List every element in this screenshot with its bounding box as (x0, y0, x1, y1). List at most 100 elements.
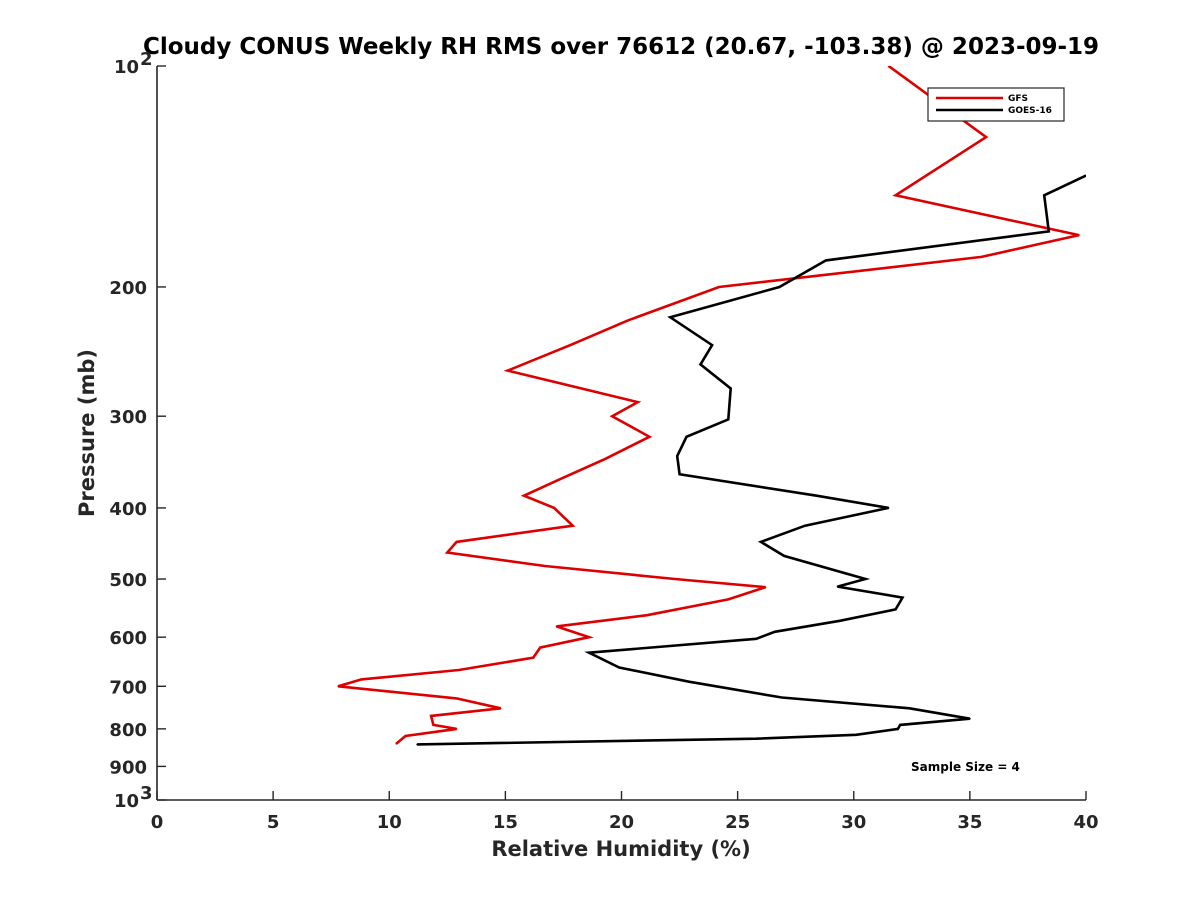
data-point-gfs (499, 707, 502, 710)
data-point-gfs (360, 678, 363, 681)
data-point-goes-16 (781, 696, 783, 699)
series-line-goes-16 (417, 174, 1086, 746)
legend-label-gfs: GFS (1008, 94, 1028, 104)
data-point-goes-16 (778, 286, 781, 288)
legend-label-goes-16: GOES-16 (1008, 106, 1052, 116)
data-point-gfs (611, 415, 613, 418)
data-point-gfs (458, 669, 460, 671)
data-point-goes-16 (836, 585, 839, 588)
data-point-gfs (637, 401, 639, 403)
data-point-goes-16 (804, 524, 806, 527)
data-point-goes-16 (760, 541, 762, 543)
x-tick-label: 35 (957, 812, 982, 833)
data-point-goes-16 (727, 418, 730, 421)
y-axis-label: Pressure (mb) (75, 349, 99, 517)
data-point-goes-16 (729, 387, 732, 390)
data-point-gfs (1078, 234, 1080, 236)
data-point-gfs (980, 256, 983, 258)
data-point-goes-16 (699, 363, 702, 366)
y-tick-label: 200 (109, 278, 147, 299)
y-tick-label: 700 (109, 677, 147, 698)
data-point-goes-16 (1043, 194, 1045, 197)
data-point-gfs (727, 598, 730, 601)
data-point-gfs (555, 625, 558, 628)
data-point-goes-16 (676, 455, 678, 457)
series-line-gfs (337, 66, 1080, 745)
data-point-gfs (674, 578, 676, 580)
chart-title: Cloudy CONUS Weekly RH RMS over 76612 (2… (143, 34, 1099, 60)
data-point-gfs (523, 494, 525, 497)
x-axis-ticks: 0 5 10 15 20 25 30 35 40 (151, 791, 1099, 833)
y-tick-label: 300 (109, 407, 147, 428)
data-point-goes-16 (685, 436, 688, 438)
legend-box (927, 87, 1065, 122)
data-point-goes-16 (839, 620, 841, 622)
data-point-goes-16 (618, 666, 620, 669)
data-point-goes-16 (755, 638, 757, 640)
data-point-gfs (560, 477, 562, 480)
data-point-goes-16 (783, 555, 785, 557)
y-tick-label: 600 (109, 628, 147, 649)
data-point-gfs (569, 344, 572, 346)
data-point-gfs (553, 507, 555, 509)
data-point-goes-16 (864, 578, 867, 580)
y-tick-label: 10 (114, 791, 139, 812)
data-point-gfs (887, 66, 890, 67)
x-axis-label: Relative Humidity (%) (491, 837, 750, 861)
data-point-goes-16 (688, 680, 690, 683)
y-tick-exponent: 3 (140, 783, 153, 804)
data-point-gfs (455, 728, 458, 730)
data-point-gfs (894, 194, 897, 197)
data-point-gfs (395, 742, 398, 745)
data-point-goes-16 (711, 344, 713, 346)
data-point-goes-16 (815, 494, 818, 497)
x-tick-label: 40 (1073, 812, 1098, 833)
data-point-gfs (455, 697, 458, 700)
data-point-gfs (985, 136, 987, 138)
data-point-goes-16 (774, 631, 776, 633)
data-point-goes-16 (678, 473, 681, 476)
data-point-goes-16 (1085, 174, 1086, 177)
data-point-goes-16 (901, 596, 904, 599)
data-point-goes-16 (669, 316, 672, 319)
data-point-gfs (648, 436, 651, 438)
data-point-gfs (718, 286, 720, 288)
data-point-goes-16 (969, 717, 971, 720)
data-point-gfs (588, 636, 590, 638)
data-point-goes-16 (887, 507, 890, 509)
data-point-gfs (544, 565, 546, 567)
x-tick-label: 30 (841, 812, 866, 833)
y-tick-label: 10 (114, 57, 139, 78)
x-tick-label: 5 (267, 812, 280, 833)
data-point-gfs (646, 614, 648, 616)
data-point-goes-16 (416, 743, 418, 746)
data-point-gfs (430, 715, 432, 717)
x-tick-label: 25 (725, 812, 750, 833)
data-point-gfs (764, 586, 767, 588)
data-point-goes-16 (588, 651, 590, 654)
data-point-gfs (627, 319, 630, 322)
data-point-gfs (432, 724, 435, 726)
data-point-gfs (446, 551, 449, 554)
y-tick-label: 500 (109, 570, 147, 591)
data-point-gfs (455, 541, 458, 543)
data-point-gfs (404, 735, 407, 737)
sample-size-note: Sample Size = 4 (911, 760, 1020, 774)
x-tick-label: 20 (609, 812, 634, 833)
data-point-gfs (571, 524, 574, 527)
data-point-goes-16 (908, 707, 911, 710)
data-point-gfs (506, 369, 509, 372)
y-tick-exponent: 2 (140, 49, 153, 70)
x-tick-label: 15 (493, 812, 518, 833)
legend: GFS GOES-16 (927, 87, 1065, 122)
data-point-gfs (532, 656, 534, 659)
data-point-gfs (337, 685, 340, 688)
data-point-goes-16 (899, 724, 901, 726)
y-tick-label: 400 (109, 499, 147, 520)
data-point-goes-16 (855, 734, 857, 736)
series-layer (337, 66, 1086, 746)
data-point-goes-16 (825, 259, 827, 262)
data-point-goes-16 (755, 737, 757, 740)
